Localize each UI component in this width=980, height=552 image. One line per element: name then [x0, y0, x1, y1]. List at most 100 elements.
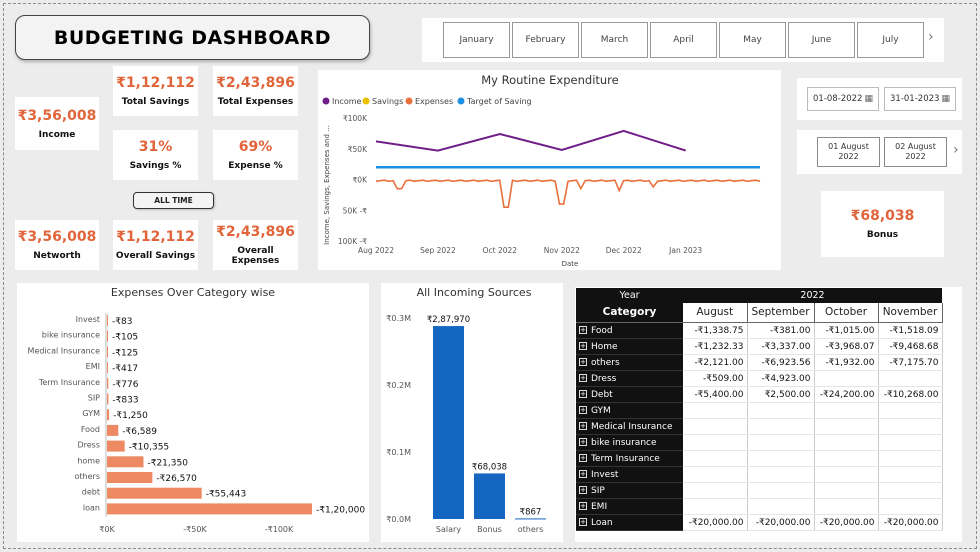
day-button-1[interactable]: 01 August 2022 — [817, 137, 880, 167]
day-button-2-line2: 2022 — [905, 152, 926, 161]
day-button-1-line2: 2022 — [838, 152, 859, 161]
kpi-overall-savings-label: Overall Savings — [115, 251, 196, 261]
kpi-savings-pct-label: Savings % — [129, 161, 182, 171]
matrix-year-label: Year — [576, 288, 683, 303]
matrix-row-header[interactable]: + EMI — [576, 498, 683, 515]
expand-icon[interactable]: + — [579, 502, 587, 510]
expand-icon[interactable]: + — [579, 438, 587, 446]
expand-icon[interactable]: + — [579, 470, 587, 478]
expand-icon[interactable]: + — [579, 454, 587, 462]
matrix-row-header[interactable]: + Term Insurance — [576, 450, 683, 467]
legend-marker-2 — [405, 97, 413, 105]
matrix-cell — [747, 450, 815, 467]
matrix-category-name: Debt — [591, 389, 613, 400]
y-tick-label: 50K -₹ — [343, 206, 368, 215]
month-button-january[interactable]: January — [443, 22, 510, 58]
expand-icon[interactable]: + — [579, 390, 587, 398]
incoming-y-tick: ₹0.3M — [386, 314, 411, 323]
month-button-april[interactable]: April — [650, 22, 717, 58]
month-button-february[interactable]: February — [512, 22, 579, 58]
matrix-row: + EMI — [576, 498, 943, 515]
matrix-row-header[interactable]: + Dress — [576, 370, 683, 387]
matrix-cell — [878, 418, 943, 435]
matrix-row-header[interactable]: + Invest — [576, 466, 683, 483]
category-value-label: -₹105 — [112, 333, 138, 343]
expand-icon[interactable]: + — [579, 326, 587, 334]
matrix-row: + Home -₹1,232.33 -₹3,337.00 -₹3,968.07 -₹9,4… — [576, 338, 943, 355]
matrix-cell — [683, 466, 748, 483]
start-date-value: 01-08-2022 — [813, 94, 863, 104]
matrix-column-header: October — [814, 302, 879, 323]
matrix-category-name: Term Insurance — [591, 453, 660, 464]
legend-marker-1 — [362, 97, 370, 105]
matrix-category-name: EMI — [591, 501, 608, 512]
chevron-right-icon[interactable]: › — [953, 142, 959, 158]
expand-icon[interactable]: + — [579, 342, 587, 350]
category-bar — [107, 393, 109, 405]
category-bar — [107, 315, 108, 326]
matrix-row-header[interactable]: + others — [576, 354, 683, 371]
expand-icon[interactable]: + — [579, 374, 587, 382]
kpi-total-savings-label: Total Savings — [121, 97, 190, 107]
month-button-may[interactable]: May — [719, 22, 786, 58]
category-x-tick: ₹0K — [99, 525, 115, 534]
category-bar — [107, 503, 312, 515]
category-label: bike insurance — [42, 331, 100, 340]
matrix-row-header[interactable]: + Debt — [576, 386, 683, 403]
month-button-june[interactable]: June — [788, 22, 855, 58]
matrix-row-header[interactable]: + bike insurance — [576, 434, 683, 451]
category-value-label: -₹55,443 — [206, 490, 246, 500]
kpi-total-expenses-label: Total Expenses — [217, 97, 294, 107]
category-label: GYM — [82, 409, 100, 418]
kpi-bonus-value: ₹68,038 — [850, 208, 915, 224]
incoming-y-tick: ₹0.2M — [386, 381, 411, 390]
matrix-cell — [814, 498, 879, 515]
incoming-bar — [433, 326, 464, 519]
legend-marker-0 — [322, 97, 330, 105]
matrix-category-name: Home — [591, 341, 618, 352]
matrix-cell — [747, 434, 815, 451]
matrix-row-header[interactable]: + Food — [576, 322, 683, 339]
expand-icon[interactable]: + — [579, 422, 587, 430]
calendar-icon[interactable]: ▦ — [941, 94, 950, 104]
matrix-row: + Term Insurance — [576, 450, 943, 467]
matrix-category-name: others — [591, 357, 620, 368]
matrix-cell — [814, 482, 879, 499]
start-date-field[interactable]: 01-08-2022 ▦ — [807, 87, 879, 111]
day-button-2[interactable]: 02 August 2022 — [884, 137, 947, 167]
category-label: Invest — [76, 315, 100, 324]
matrix-category-name: Dress — [591, 373, 617, 384]
matrix-row-header[interactable]: + Home — [576, 338, 683, 355]
matrix-cell — [878, 402, 943, 419]
month-button-march[interactable]: March — [581, 22, 648, 58]
calendar-icon[interactable]: ▦ — [864, 94, 873, 104]
matrix-cell: -₹1,232.33 — [683, 338, 748, 355]
matrix-cell — [747, 418, 815, 435]
matrix-cell — [747, 482, 815, 499]
matrix-column-header: September — [747, 302, 815, 323]
expand-icon[interactable]: + — [579, 358, 587, 366]
incoming-sources-chart: All Incoming Sources ₹0.3M ₹0.2M ₹0.1M ₹0.0… — [386, 286, 546, 534]
dashboard-title-box: BUDGETING DASHBOARD — [15, 15, 370, 60]
category-chart-card: Expenses Over Category wise Invest -₹83 bi… — [17, 283, 369, 542]
month-button-july[interactable]: July — [857, 22, 924, 58]
matrix-row-header[interactable]: + GYM — [576, 402, 683, 419]
expand-icon[interactable]: + — [579, 486, 587, 494]
kpi-expense-pct-value: 69% — [238, 139, 273, 155]
matrix-cell: -₹509.00 — [683, 370, 748, 387]
matrix-cell — [683, 482, 748, 499]
matrix-cell — [683, 418, 748, 435]
matrix-row-header[interactable]: + Medical Insurance — [576, 418, 683, 435]
end-date-field[interactable]: 31-01-2023 ▦ — [884, 87, 956, 111]
matrix-column-header: November — [878, 302, 943, 323]
all-time-button[interactable]: ALL TIME — [133, 192, 214, 209]
chevron-right-icon[interactable]: › — [928, 29, 934, 45]
category-value-label: -₹21,350 — [147, 458, 188, 468]
matrix-cell: -₹1,518.09 — [878, 322, 943, 339]
expand-icon[interactable]: + — [579, 406, 587, 414]
matrix-year-value: 2022 — [683, 288, 942, 303]
expand-icon[interactable]: + — [579, 518, 587, 526]
matrix-row-header[interactable]: + Loan — [576, 514, 683, 531]
matrix-row: + Debt -₹5,400.00 ₹2,500.00 -₹24,200.00 -₹10,… — [576, 386, 943, 403]
matrix-row-header[interactable]: + SIP — [576, 482, 683, 499]
